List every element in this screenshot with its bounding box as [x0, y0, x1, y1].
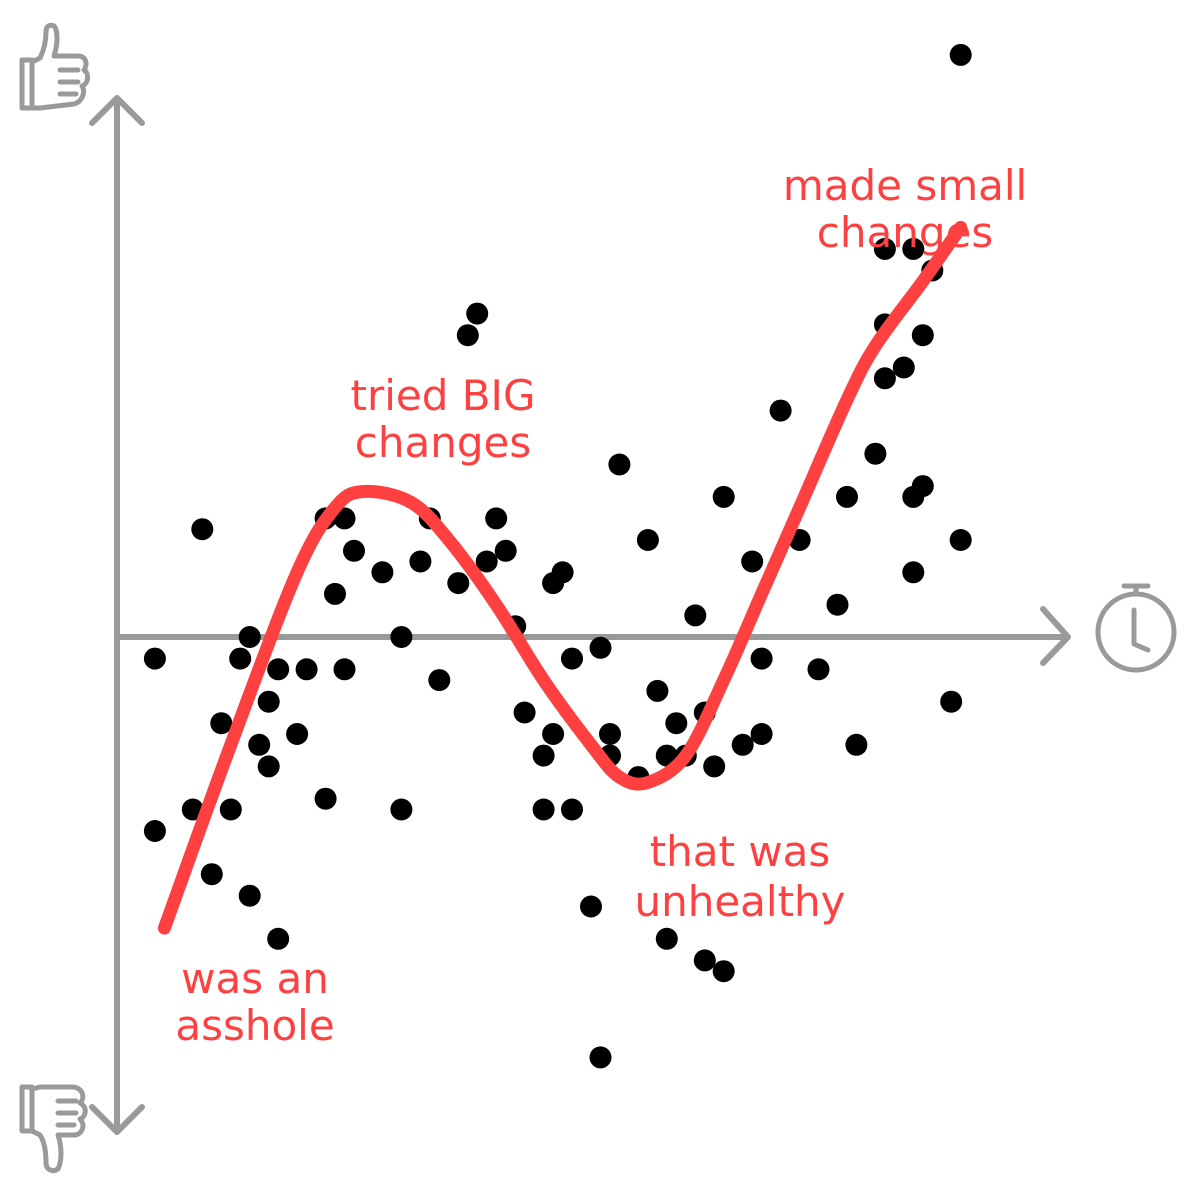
- data-point-57: [684, 604, 707, 627]
- data-point-43: [561, 798, 583, 821]
- x-axis-arrow-right: [1040, 606, 1071, 666]
- data-point-82: [911, 475, 934, 498]
- data-point-44: [580, 895, 602, 918]
- data-point-51: [636, 529, 659, 551]
- data-point-59: [693, 949, 716, 972]
- data-point-84: [940, 690, 963, 713]
- data-point-21: [333, 658, 356, 681]
- data-point-16: [295, 658, 318, 681]
- annotation-tried-big-changes-line-1: tried BIG: [350, 371, 535, 420]
- data-point-78: [902, 561, 925, 584]
- data-point-28: [428, 669, 451, 692]
- data-point-77: [892, 356, 915, 379]
- data-point-66: [750, 723, 773, 745]
- data-point-67: [769, 399, 792, 422]
- data-point-60: [703, 755, 726, 778]
- data-point-30: [456, 324, 479, 347]
- annotation-made-small-changes-line-1: made small: [783, 161, 1027, 210]
- data-point-71: [836, 485, 858, 508]
- data-point-19: [324, 582, 346, 605]
- data-point-61: [712, 485, 735, 508]
- data-point-75: [873, 237, 896, 260]
- data-point-13: [257, 755, 280, 778]
- data-point-2: [191, 518, 214, 541]
- y-axis-arrow-down: [89, 1104, 145, 1135]
- data-point-33: [485, 507, 508, 530]
- data-point-42: [561, 647, 583, 670]
- data-point-74: [873, 367, 896, 390]
- data-point-9: [238, 884, 261, 907]
- data-point-70: [826, 593, 849, 616]
- data-point-0: [143, 647, 166, 670]
- data-point-8: [238, 626, 261, 648]
- data-point-65: [750, 647, 773, 670]
- stopwatch-icon: [1095, 583, 1177, 673]
- data-point-6: [219, 798, 242, 821]
- data-point-4: [200, 863, 223, 886]
- data-point-10: [248, 733, 271, 756]
- data-point-37: [532, 744, 555, 767]
- data-point-7: [229, 647, 252, 670]
- annotation-that-was-unhealthy: that was unhealthy: [634, 827, 845, 926]
- data-point-54: [655, 927, 678, 950]
- data-point-85: [949, 529, 972, 551]
- annotation-tried-big-changes: tried BIG changes: [350, 371, 535, 467]
- data-point-1: [143, 820, 166, 842]
- data-point-55: [665, 712, 688, 735]
- data-point-86: [949, 43, 972, 66]
- data-point-38: [532, 798, 555, 821]
- thumbs-down-icon: [19, 1084, 88, 1174]
- data-point-69: [807, 658, 830, 681]
- scatter-points: [143, 43, 972, 1069]
- data-point-62: [712, 960, 735, 983]
- annotation-was-an-asshole: was an asshole: [175, 954, 334, 1050]
- data-point-64: [741, 550, 764, 573]
- y-axis-arrow-up: [89, 95, 145, 126]
- data-point-12: [267, 658, 290, 681]
- annotation-was-an-asshole-line-1: was an: [181, 954, 329, 1003]
- data-point-23: [371, 561, 394, 584]
- annotation-that-was-unhealthy-line-2: unhealthy: [634, 877, 845, 926]
- data-point-24: [390, 626, 413, 648]
- annotation-made-small-changes: made small changes: [783, 161, 1027, 257]
- data-point-72: [845, 733, 868, 756]
- data-point-31: [466, 302, 489, 325]
- data-point-47: [599, 723, 621, 745]
- data-point-45: [589, 636, 612, 659]
- data-point-5: [210, 712, 233, 735]
- data-point-22: [343, 539, 365, 562]
- data-point-80: [902, 237, 925, 260]
- data-point-29: [447, 572, 470, 595]
- data-point-18: [314, 787, 337, 810]
- data-point-41: [551, 561, 574, 584]
- data-point-63: [731, 733, 754, 756]
- annotation-tried-big-changes-line-2: changes: [355, 418, 531, 467]
- data-point-25: [390, 798, 413, 821]
- data-point-32: [475, 550, 498, 573]
- data-point-52: [646, 679, 669, 702]
- data-point-26: [409, 550, 432, 573]
- data-point-81: [911, 324, 934, 347]
- data-point-11: [257, 690, 280, 713]
- annotation-made-small-changes-line-2: changes: [817, 208, 993, 257]
- data-point-40: [542, 723, 565, 745]
- data-point-46: [589, 1046, 612, 1069]
- annotation-was-an-asshole-line-2: asshole: [175, 1001, 334, 1050]
- trend-line: [157, 220, 968, 935]
- annotation-that-was-unhealthy-line-1: that was: [650, 827, 831, 876]
- data-point-36: [513, 701, 536, 724]
- data-point-14: [267, 927, 290, 950]
- thumbs-up-icon: [19, 22, 91, 111]
- data-point-34: [494, 539, 517, 562]
- data-point-73: [864, 442, 887, 465]
- y-axis: [89, 95, 145, 1135]
- data-point-49: [608, 453, 631, 476]
- data-point-15: [286, 723, 309, 745]
